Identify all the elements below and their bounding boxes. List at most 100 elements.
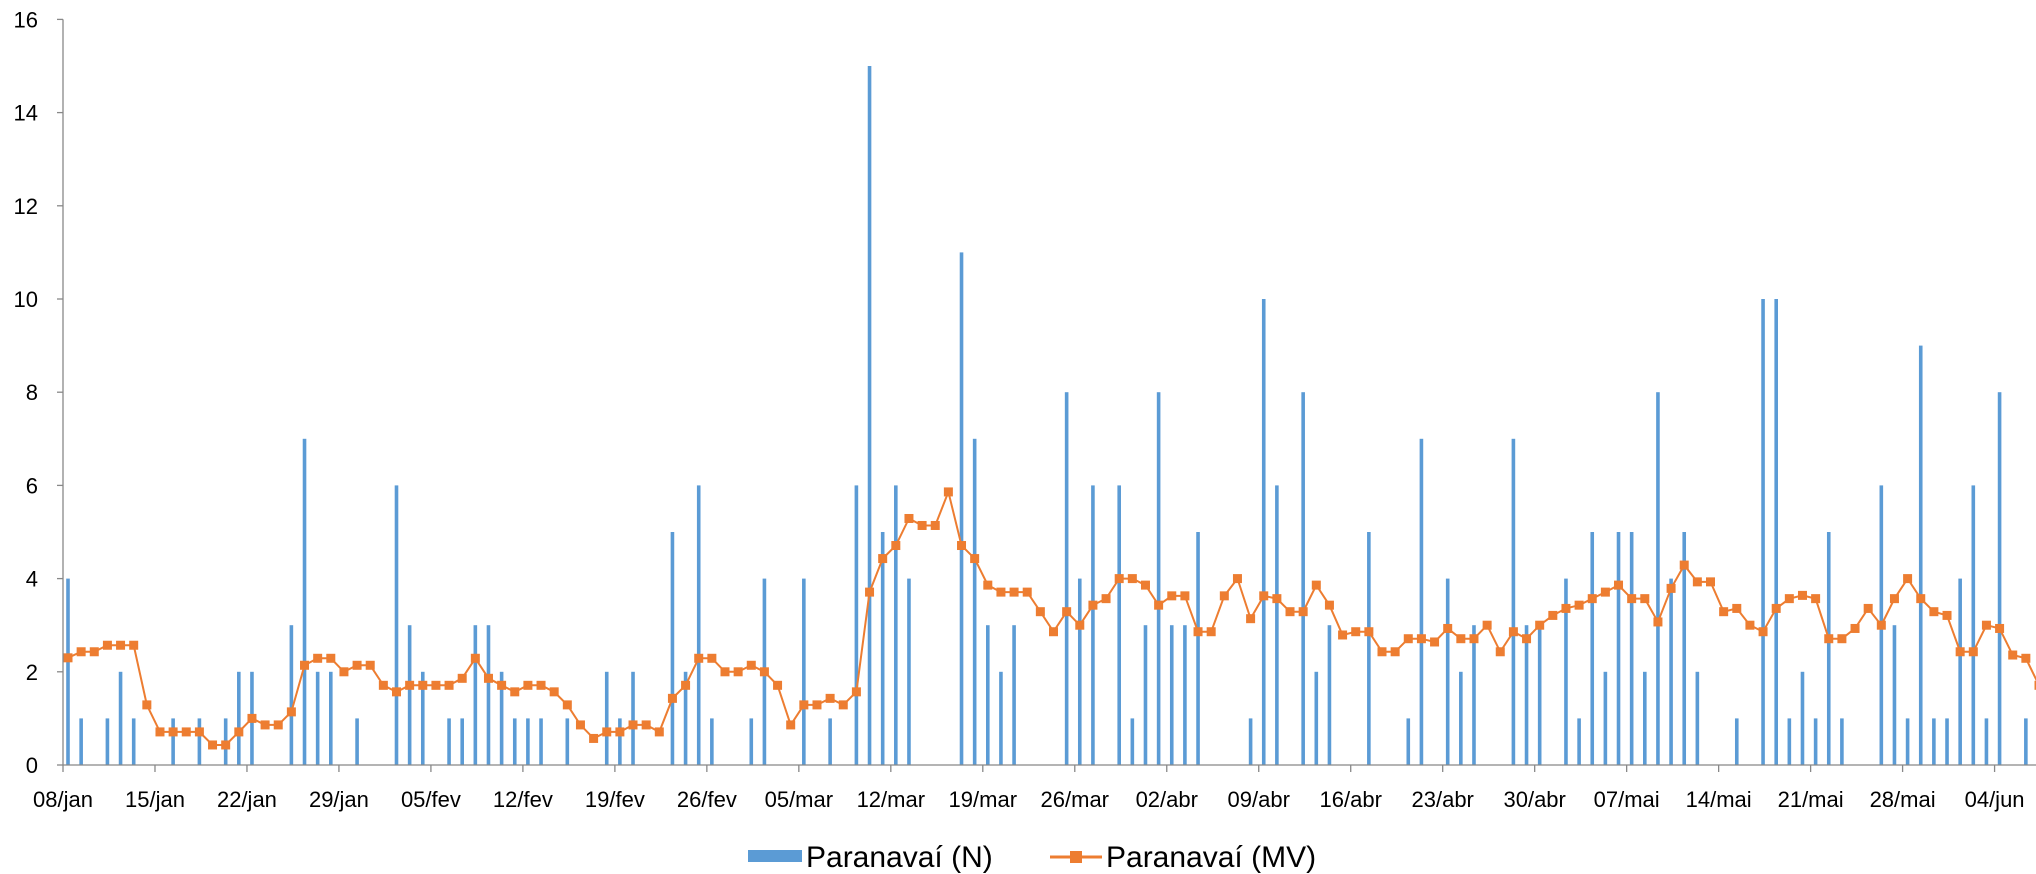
bar (1117, 485, 1121, 765)
line-marker (1443, 623, 1453, 633)
bar (1156, 392, 1161, 765)
line-marker (983, 580, 993, 590)
line-marker (707, 653, 717, 663)
bar (1734, 718, 1739, 765)
bar (1918, 345, 1923, 765)
bar (1091, 485, 1095, 765)
line-marker (720, 667, 730, 677)
bar (526, 718, 530, 765)
line-marker (1062, 607, 1072, 617)
bar (1682, 532, 1687, 765)
bar (1616, 532, 1621, 765)
bar (1761, 299, 1765, 765)
line-marker (470, 653, 480, 663)
line-marker (286, 707, 296, 717)
line-marker (1653, 617, 1663, 627)
line-marker (1574, 600, 1584, 610)
line-marker (1627, 594, 1637, 604)
line-marker (838, 700, 848, 710)
bar (2024, 718, 2028, 765)
line-marker (497, 680, 507, 690)
bar (1012, 625, 1016, 765)
line-marker (733, 667, 743, 677)
y-tick-label: 14 (14, 101, 38, 126)
axes (57, 18, 2036, 772)
line-marker (1127, 574, 1137, 584)
bar (1892, 625, 1897, 765)
line-marker (523, 680, 533, 690)
bar (420, 671, 425, 765)
line-marker (1403, 634, 1413, 644)
x-tick-label: 16/abr (1320, 787, 1382, 812)
line-marker (746, 660, 756, 670)
bar (1367, 532, 1371, 765)
x-tick-label: 04/jun (1965, 787, 2025, 812)
line-marker (1732, 603, 1742, 613)
bar (1248, 718, 1253, 765)
line-marker (786, 720, 796, 730)
x-tick-label: 21/mai (1778, 787, 1844, 812)
line-marker (1771, 603, 1781, 613)
line-marker (221, 740, 231, 750)
line-marker (1035, 607, 1045, 617)
bar (171, 718, 175, 765)
line-marker (1246, 614, 1256, 624)
line-marker (378, 680, 388, 690)
x-tick-label: 28/mai (1870, 787, 1936, 812)
bar (1905, 718, 1910, 765)
x-tick-label: 30/abr (1503, 787, 1565, 812)
bar (1945, 718, 1949, 765)
line-marker (1167, 591, 1177, 601)
line-marker (602, 727, 612, 737)
bar (894, 485, 898, 765)
line-marker (1272, 594, 1282, 604)
line-marker (431, 680, 441, 690)
line-marker (1797, 590, 1807, 600)
line-marker (1548, 610, 1558, 620)
line-marker (865, 587, 875, 597)
line-marker (562, 700, 572, 710)
bar (447, 718, 451, 765)
legend-label-line: Paranavaí (MV) (1106, 841, 1316, 874)
line-marker (1706, 577, 1715, 587)
line-marker (418, 680, 428, 690)
line-marker (1640, 594, 1650, 604)
bar (1958, 578, 1962, 765)
line-marker (1140, 580, 1150, 590)
bar (394, 485, 399, 765)
line-marker (1495, 647, 1505, 657)
line-marker (825, 693, 835, 703)
x-tick-label: 05/mar (765, 787, 833, 812)
line-marker (1600, 587, 1610, 597)
bar (486, 625, 491, 765)
bar (604, 671, 609, 765)
line-marker (957, 541, 967, 551)
bar (1840, 718, 1844, 765)
line-marker (208, 740, 218, 750)
bar (1419, 438, 1424, 765)
line-marker (1324, 600, 1334, 610)
line-marker (457, 673, 467, 683)
line-marker (759, 667, 769, 677)
bar (407, 625, 412, 765)
bar (512, 718, 517, 765)
line-marker (1889, 594, 1899, 604)
legend: Paranavaí (N) Paranavaí (MV) (748, 841, 1316, 874)
line-marker (1338, 630, 1348, 640)
bar (315, 671, 320, 765)
bar (1629, 532, 1634, 765)
bar (1143, 625, 1148, 765)
y-tick-label: 16 (14, 7, 38, 32)
bar (1984, 718, 1989, 765)
x-tick-label: 15/jan (125, 787, 185, 812)
line-marker (352, 660, 362, 670)
line-marker (589, 733, 599, 743)
bar (907, 578, 911, 765)
line-marker (1049, 627, 1058, 637)
line-marker (260, 720, 270, 730)
bar-series (66, 66, 2028, 765)
line-marker (1837, 634, 1847, 644)
bar (867, 66, 872, 765)
line-marker (1955, 647, 1965, 657)
bar (1169, 625, 1174, 765)
